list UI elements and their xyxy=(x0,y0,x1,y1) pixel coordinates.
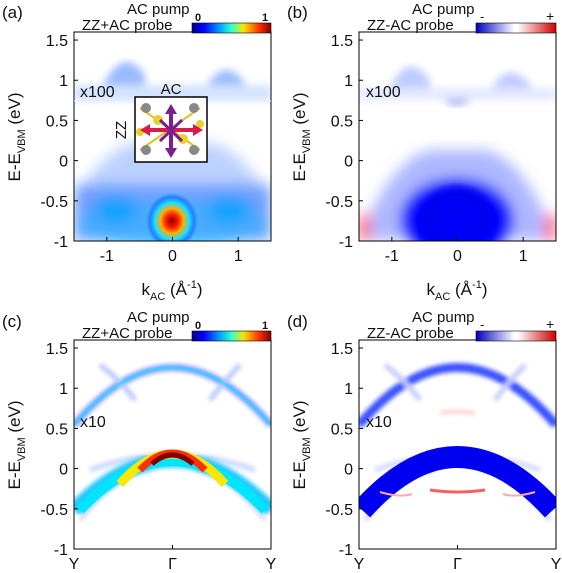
y-tick-label: 0 xyxy=(344,154,353,171)
x-tick-label: 0 xyxy=(453,248,462,265)
panel-b-title-line1: AC pump xyxy=(412,1,475,18)
zz-arrow xyxy=(158,104,184,158)
panel-b-x-axis: -1 0 1 xyxy=(385,237,528,265)
y-tick-label: 1.5 xyxy=(331,33,353,50)
y-tick-label: -1 xyxy=(54,542,68,559)
y-tick-label: 0.5 xyxy=(331,421,353,438)
inset-ac-label: AC xyxy=(161,81,182,98)
panel-a-colorbar-max: 1 xyxy=(262,12,268,24)
panel-a-x-axis: -1 0 1 xyxy=(100,237,243,265)
panel-b-xlabel: kAC (Å-1) xyxy=(427,279,488,303)
panel-a-title-line2: ZZ+AC probe xyxy=(82,17,172,34)
y-tick-label: -1 xyxy=(339,234,353,251)
panel-b-heatmap xyxy=(359,32,556,241)
panel-a-heatmap xyxy=(74,32,271,241)
panel-a-label: (a) xyxy=(2,3,23,22)
panel-c-label: (c) xyxy=(2,312,22,331)
panel-d-y-axis: -1 -0.5 0 0.5 1 1.5 xyxy=(325,341,363,559)
panel-a-multiplier: x100 xyxy=(80,84,115,101)
x-tick-label: Y xyxy=(551,556,562,573)
panel-b-multiplier: x100 xyxy=(366,84,401,101)
x-tick-label: Γ xyxy=(453,556,462,573)
panel-c-ylabel: E-EVBM (eV) xyxy=(5,400,28,489)
x-tick-label: Y xyxy=(266,556,277,573)
panel-a-ylabel: E-EVBM (eV) xyxy=(5,92,28,181)
lattice-inset xyxy=(134,96,208,163)
y-tick-label: -0.5 xyxy=(40,194,68,211)
y-tick-label: 1.5 xyxy=(331,341,353,358)
panel-d: x10 (d) AC pump ZZ-AC probe - + -1-0.500… xyxy=(287,309,562,573)
panel-c-colorbar-max: 1 xyxy=(262,320,268,332)
panel-a: AC ZZ x100 (a) AC pump ZZ+AC probe 0 1 -… xyxy=(2,1,272,303)
panel-a-y-axis: -1 -0.5 0 0.5 1 1.5 xyxy=(40,33,78,251)
y-tick-label: -1 xyxy=(339,542,353,559)
panel-d-colorbar-min: - xyxy=(480,317,484,332)
y-tick-label: -1 xyxy=(54,234,68,251)
y-tick-label: 1 xyxy=(59,381,68,398)
panel-c-y-axis: -1 -0.5 0 0.5 1 1.5 xyxy=(40,341,78,559)
panel-d-colorbar-max: + xyxy=(546,316,554,332)
x-tick-label: Y xyxy=(69,556,80,573)
panel-c-heatmap xyxy=(74,340,271,549)
y-tick-label: 1 xyxy=(344,381,353,398)
x-tick-label: 0 xyxy=(168,248,177,265)
panel-d-ylabel: E-EVBM (eV) xyxy=(290,400,313,489)
panel-c-colorbar: 0 1 xyxy=(191,320,272,342)
panel-c-title-line2: ZZ+AC probe xyxy=(82,325,172,342)
panel-a-xlabel: kAC (Å-1) xyxy=(142,279,203,303)
panel-b-ylabel: E-EVBM (eV) xyxy=(290,92,313,181)
panel-c-title-line1: AC pump xyxy=(127,309,190,326)
x-tick-label: Γ xyxy=(168,556,177,573)
y-tick-label: 0 xyxy=(344,462,353,479)
panel-d-heatmap xyxy=(359,340,556,549)
panel-a-colorbar-min: 0 xyxy=(195,12,201,24)
panel-b-label: (b) xyxy=(287,3,308,22)
y-tick-label: -0.5 xyxy=(325,502,353,519)
y-tick-label: -0.5 xyxy=(40,502,68,519)
x-tick-label: -1 xyxy=(385,248,399,265)
x-tick-label: -1 xyxy=(100,248,114,265)
x-tick-label: 1 xyxy=(519,248,528,265)
panel-b: x100 (b) AC pump ZZ-AC probe - + -1-0.50… xyxy=(287,1,557,303)
y-tick-label: 1.5 xyxy=(46,341,68,358)
panel-a-title-line1: AC pump xyxy=(127,1,190,18)
y-tick-label: 0.5 xyxy=(331,113,353,130)
y-tick-label: 0.5 xyxy=(46,421,68,438)
panel-a-colorbar: 0 1 xyxy=(191,12,272,34)
y-tick-label: 1 xyxy=(59,73,68,90)
panel-b-colorbar: - + xyxy=(475,8,557,34)
panel-d-multiplier: x10 xyxy=(366,414,392,431)
y-tick-label: 0 xyxy=(59,154,68,171)
panel-b-title-line2: ZZ-AC probe xyxy=(367,17,454,34)
inset-zz-label: ZZ xyxy=(113,121,130,139)
y-tick-label: 1.5 xyxy=(46,33,68,50)
y-tick-label: 1 xyxy=(344,73,353,90)
panel-d-title-line1: AC pump xyxy=(412,309,475,326)
panel-d-label: (d) xyxy=(287,312,308,331)
y-tick-label: 0 xyxy=(59,462,68,479)
x-tick-label: Y xyxy=(354,556,365,573)
y-tick-label: 0.5 xyxy=(46,113,68,130)
panel-d-colorbar: - + xyxy=(475,316,557,342)
panel-c: x10 (c) AC pump ZZ+AC probe 0 1 -1-0.500… xyxy=(2,309,277,573)
panel-b-colorbar-max: + xyxy=(546,8,554,24)
panel-c-colorbar-min: 0 xyxy=(195,320,201,332)
panel-b-y-axis: -1 -0.5 0 0.5 1 1.5 xyxy=(325,33,363,251)
panel-d-title-line2: ZZ-AC probe xyxy=(367,325,454,342)
panel-b-colorbar-min: - xyxy=(480,9,484,24)
y-tick-label: -0.5 xyxy=(325,194,353,211)
panel-c-multiplier: x10 xyxy=(80,414,106,431)
x-tick-label: 1 xyxy=(234,248,243,265)
